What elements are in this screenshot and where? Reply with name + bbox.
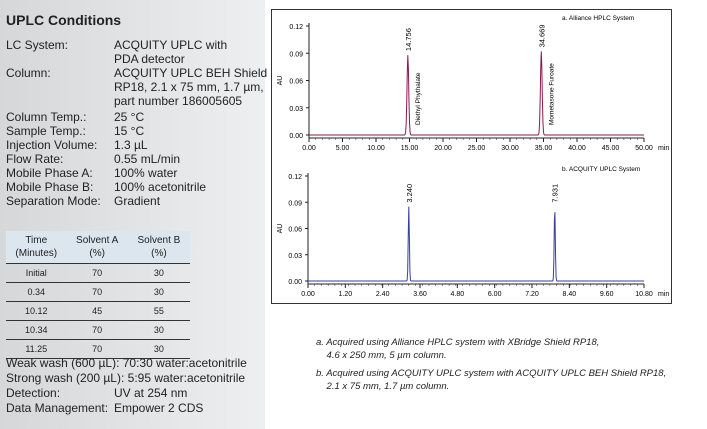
chart-title: a. Alliance HPLC System <box>562 15 634 22</box>
x-tick-label: 0.00 <box>302 145 316 152</box>
y-tick-label: 0.12 <box>289 24 303 31</box>
condition-value: Gradient <box>114 194 161 208</box>
y-tick-label: 0.09 <box>289 51 303 58</box>
condition-value: 100% acetonitrile <box>114 180 207 194</box>
x-tick-label: 25.00 <box>468 145 486 152</box>
peak-retention-label: 14.756 <box>404 28 413 51</box>
table-cell: 45 <box>66 301 128 321</box>
chromatogram-trace <box>308 206 644 282</box>
x-tick-label: 20.00 <box>434 145 452 152</box>
condition-label: Mobile Phase B: <box>6 180 94 194</box>
condition-label: Injection Volume: <box>6 138 98 152</box>
condition-label: Data Management: <box>6 401 109 415</box>
x-tick-label: 6.00 <box>488 291 502 298</box>
x-tick-label: 5.00 <box>336 145 350 152</box>
peak-compound-label: Mometasone Furoate <box>548 63 555 125</box>
condition-value: ACQUITY UPLC BEH Shield RP18, 2.1 x 75 m… <box>114 66 268 108</box>
condition-value: Empower 2 CDS <box>114 401 204 415</box>
x-tick-label: 3.60 <box>413 291 427 298</box>
table-row: 11.25 70 30 <box>6 339 190 359</box>
condition-label: Detection: <box>6 386 61 400</box>
table-cell: 30 <box>127 339 190 359</box>
chromatogram-panel: 0.00 0.03 0.06 0.09 0.12 0.00 5.00 10.00 15.00 20… <box>271 9 672 304</box>
condition-label: Weak wash (600 µL): 70:30 water:acetonit… <box>6 356 247 370</box>
table-cell: 10.12 <box>6 301 67 321</box>
peak-retention-label: 34.669 <box>537 24 546 47</box>
condition-label: Column Temp.: <box>6 110 87 124</box>
condition-label: Separation Mode: <box>6 194 101 208</box>
x-tick-label: 7.20 <box>525 291 539 298</box>
condition-label: Sample Temp.: <box>6 124 86 138</box>
peak-retention-label: 3.240 <box>405 184 414 203</box>
x-tick-label: 15.00 <box>401 145 419 152</box>
x-tick-label: 45.00 <box>602 145 620 152</box>
y-tick-label: 0.03 <box>288 253 302 260</box>
chromatogram-trace <box>309 51 644 136</box>
x-tick-label: 9.60 <box>600 291 614 298</box>
condition-label: Flow Rate: <box>6 152 64 166</box>
table-cell: 70 <box>66 339 128 359</box>
y-axis-label: AU <box>277 224 284 234</box>
y-axis-label: AU <box>277 76 284 86</box>
caption-b: b. Acquired using ACQUITY UPLC system wi… <box>316 368 667 392</box>
caption-a: a. Acquired using Alliance HPLC system w… <box>316 337 600 361</box>
table-row: Initial 70 30 <box>6 263 190 283</box>
x-unit: min <box>658 145 669 152</box>
condition-label: Mobile Phase A: <box>6 166 93 180</box>
x-tick-label: 50.00 <box>635 145 653 152</box>
chart-title: b. ACQUITY UPLC System <box>562 166 640 173</box>
condition-value: 1.3 µL <box>114 138 148 152</box>
condition-value: 0.55 mL/min <box>114 152 181 166</box>
x-tick-label: 8.40 <box>563 291 577 298</box>
table-header: Solvent B (%) <box>127 231 190 264</box>
x-tick-label: 2.40 <box>376 291 390 298</box>
condition-value: 25 °C <box>114 110 145 124</box>
table-cell: 30 <box>127 282 190 302</box>
table-row: 10.34 70 30 <box>6 320 190 340</box>
condition-label: Strong wash (200 µL): 5:95 water:acetoni… <box>6 371 246 385</box>
table-cell: 30 <box>127 263 190 283</box>
condition-value: ACQUITY UPLC with PDA detector <box>114 38 228 66</box>
condition-value: UV at 254 nm <box>114 386 188 400</box>
peak-retention-label: 7.931 <box>551 184 560 203</box>
table-cell: 10.34 <box>6 320 67 340</box>
y-tick-label: 0.12 <box>288 174 302 181</box>
table-cell: 55 <box>127 301 190 321</box>
table-cell: 70 <box>66 282 128 302</box>
y-tick-label: 0.00 <box>288 279 302 286</box>
table-cell: 30 <box>127 320 190 340</box>
y-tick-label: 0.09 <box>288 200 302 207</box>
x-tick-label: 35.00 <box>535 145 553 152</box>
condition-label: LC System: <box>6 38 69 52</box>
panel-title: UPLC Conditions <box>6 12 122 28</box>
x-tick-label: 0.00 <box>301 291 315 298</box>
condition-value: 15 °C <box>114 124 145 138</box>
x-tick-label: 10.80 <box>635 291 653 298</box>
x-tick-label: 10.00 <box>367 145 385 152</box>
table-cell: 70 <box>66 320 128 340</box>
table-cell: 11.25 <box>6 339 67 359</box>
table-cell: 70 <box>66 263 128 283</box>
x-tick-label: 1.20 <box>339 291 353 298</box>
table-cell: Initial <box>6 263 67 283</box>
peak-compound-label: Diethyl Phythalate <box>415 72 422 125</box>
table-row: 0.34 70 30 <box>6 282 190 302</box>
x-tick-label: 4.80 <box>451 291 465 298</box>
condition-value: 100% water <box>114 166 178 180</box>
y-tick-label: 0.03 <box>289 106 303 113</box>
condition-label: Column: <box>6 66 51 80</box>
uplc-conditions-panel: UPLC Conditions LC System: ACQUITY UPLC w… <box>0 0 267 429</box>
table-header: Solvent A (%) <box>66 231 128 264</box>
table-row: 10.12 45 55 <box>6 301 190 321</box>
x-unit: min <box>658 291 669 298</box>
x-tick-label: 30.00 <box>501 145 519 152</box>
gradient-table: Time (Minutes) Solvent A (%) Solvent B (%) Ini… <box>6 231 190 359</box>
table-header: Time (Minutes) <box>6 231 67 264</box>
table-cell: 0.34 <box>6 282 67 302</box>
x-tick-label: 40.00 <box>568 145 586 152</box>
chromatograms: 0.00 0.03 0.06 0.09 0.12 0.00 5.00 10.00 15.00 20… <box>277 15 669 298</box>
y-tick-label: 0.00 <box>289 133 303 140</box>
y-tick-label: 0.06 <box>288 227 302 234</box>
y-tick-label: 0.06 <box>289 79 303 86</box>
